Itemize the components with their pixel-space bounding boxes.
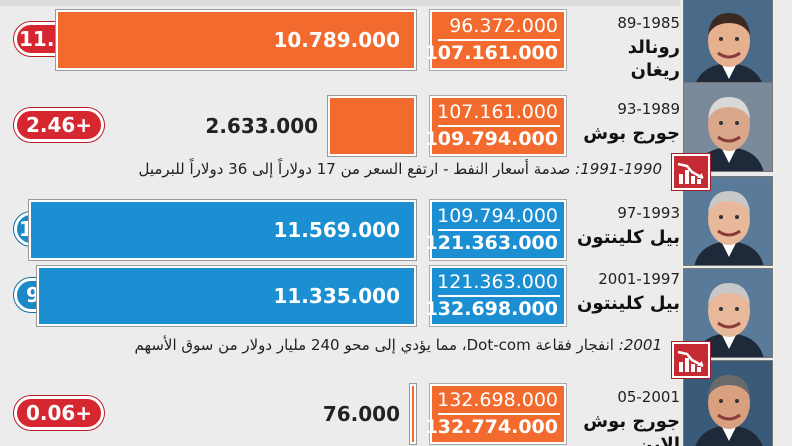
employment-box: 132.698.000 132.774.000 bbox=[425, 384, 566, 444]
percent-change-badge: 0.06+ bbox=[14, 396, 104, 430]
box-divider bbox=[438, 229, 560, 231]
president-name: بيل كلينتون bbox=[562, 292, 680, 315]
start-employment-value: 96.372.000 bbox=[449, 15, 558, 37]
declining-chart-icon bbox=[672, 342, 710, 378]
end-employment-value: 132.774.000 bbox=[424, 416, 558, 438]
start-employment-value: 132.698.000 bbox=[437, 389, 558, 411]
president-name-line: جورج بوش bbox=[583, 411, 680, 432]
employment-box: 96.372.000 107.161.000 bbox=[425, 10, 566, 70]
president-row: 11.20+10.789.00096.372.000107.161.00089-… bbox=[0, 10, 792, 82]
change-value-label: 2.633.000 bbox=[205, 114, 319, 138]
president-portrait bbox=[683, 0, 773, 88]
start-employment-value: 109.794.000 bbox=[437, 205, 558, 227]
term-years: 05-2001 bbox=[617, 388, 680, 406]
end-employment-value: 132.698.000 bbox=[424, 298, 558, 320]
change-value-label: 76.000 bbox=[322, 402, 400, 426]
employment-box: 109.794.000 121.363.000 bbox=[425, 200, 566, 260]
start-employment-value: 107.161.000 bbox=[437, 101, 558, 123]
term-years: 93-1989 bbox=[617, 100, 680, 118]
box-divider bbox=[438, 295, 560, 297]
change-bar bbox=[37, 266, 416, 326]
president-name: جورج بوش bbox=[562, 122, 680, 145]
event-note: 1991-1990: صدمة أسعار النفط - ارتفع السع… bbox=[100, 160, 662, 178]
president-name-line: بيل كلينتون bbox=[577, 227, 680, 248]
term-years: 97-1993 bbox=[617, 204, 680, 222]
change-value-label: 10.789.000 bbox=[273, 28, 400, 52]
end-employment-value: 109.794.000 bbox=[424, 128, 558, 150]
event-note-date: 1991-1990: bbox=[570, 160, 662, 178]
start-employment-value: 121.363.000 bbox=[437, 271, 558, 293]
declining-chart-icon bbox=[672, 154, 710, 190]
event-note-date: 2001: bbox=[613, 336, 662, 354]
event-note: 2001: انفجار فقاعة Dot-com، مما يؤدي إلى… bbox=[100, 336, 662, 354]
president-row: 0.06+ 76.000 132.698.000 132.774.000 05-2001… bbox=[0, 384, 792, 446]
change-bar bbox=[55, 10, 416, 70]
box-divider bbox=[438, 39, 560, 41]
president-name: جورج بوش الابن bbox=[562, 410, 680, 446]
change-bar bbox=[29, 200, 416, 260]
change-value-label: 11.569.000 bbox=[273, 218, 400, 242]
box-divider bbox=[438, 125, 560, 127]
president-name-line: بيل كلينتون bbox=[577, 293, 680, 314]
president-row: 10.54+11.569.000109.794.000121.363.00097… bbox=[0, 200, 792, 270]
change-bar bbox=[328, 96, 416, 156]
president-name: بيل كلينتون bbox=[562, 226, 680, 249]
president-row: 2.46+ 2.633.000 107.161.000 109.794.000 93-1… bbox=[0, 96, 792, 166]
president-name-line: رونالد bbox=[627, 37, 680, 58]
president-name-line: جورج بوش bbox=[583, 123, 680, 144]
term-years: 2001-1997 bbox=[598, 270, 680, 288]
president-name-line: الابن bbox=[637, 434, 680, 446]
president-row: 9.34+11.335.000121.363.000132.698.000200… bbox=[0, 266, 792, 336]
employment-box: 107.161.000 109.794.000 bbox=[425, 96, 566, 156]
president-name-line: ريغان bbox=[630, 60, 680, 81]
event-note-text: انفجار فقاعة Dot-com، مما يؤدي إلى محو 2… bbox=[134, 336, 614, 354]
top-strip bbox=[0, 0, 680, 6]
change-value-label: 11.335.000 bbox=[273, 284, 400, 308]
box-divider bbox=[438, 413, 560, 415]
change-bar bbox=[410, 384, 416, 444]
president-portrait bbox=[683, 176, 773, 266]
event-note-text: صدمة أسعار النفط - ارتفع السعر من 17 دول… bbox=[138, 160, 571, 178]
percent-change-badge: 2.46+ bbox=[14, 108, 104, 142]
president-name: رونالد ريغان bbox=[562, 36, 680, 82]
term-years: 89-1985 bbox=[617, 14, 680, 32]
employment-box: 121.363.000 132.698.000 bbox=[425, 266, 566, 326]
end-employment-value: 121.363.000 bbox=[424, 232, 558, 254]
end-employment-value: 107.161.000 bbox=[424, 42, 558, 64]
